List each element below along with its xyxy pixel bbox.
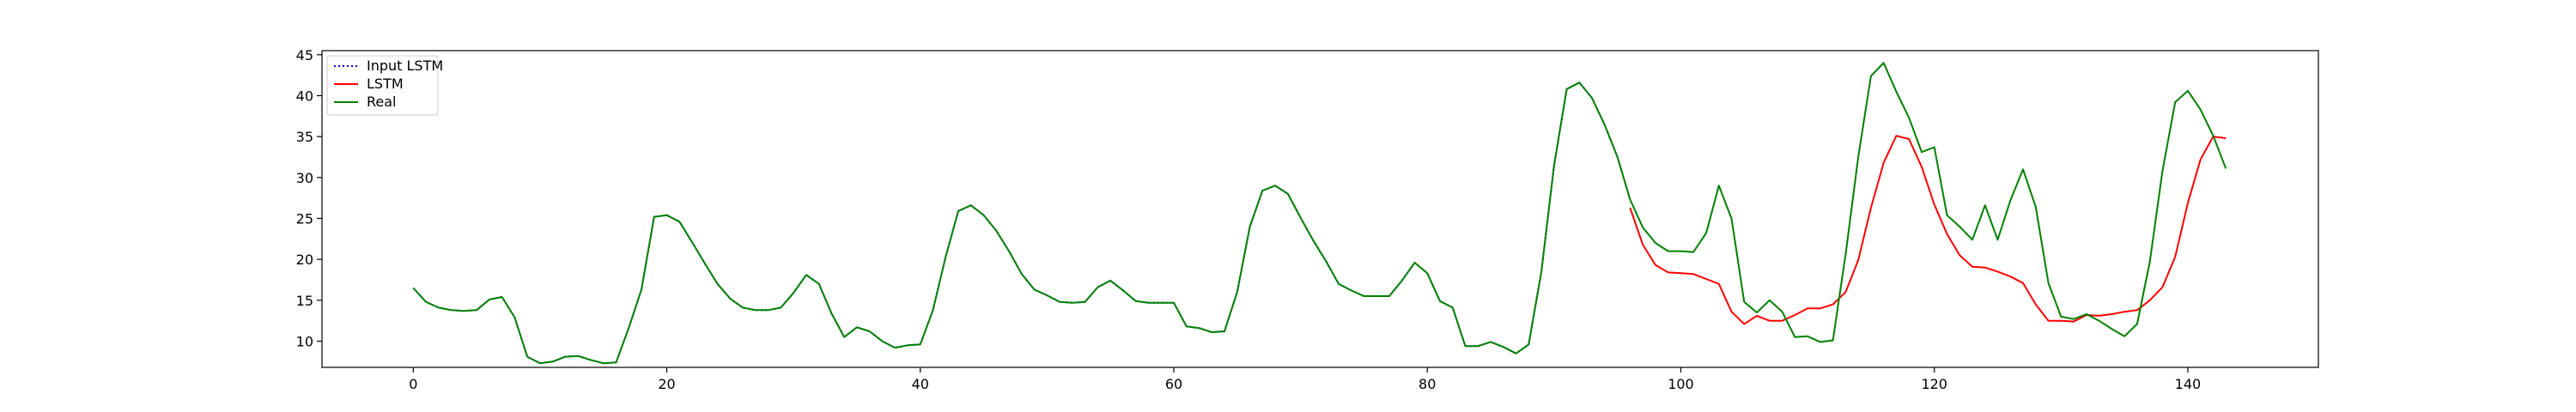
x-tick-label: 40 — [912, 376, 929, 392]
x-tick-label: 120 — [1921, 376, 1947, 392]
x-axis: 0 20 40 60 80 100 120 140 — [409, 367, 2201, 392]
y-tick-label: 30 — [296, 170, 313, 186]
x-tick-label: 80 — [1419, 376, 1436, 392]
y-tick-label: 40 — [296, 88, 313, 104]
legend-real-label: Real — [367, 94, 397, 110]
x-tick-label: 100 — [1668, 376, 1694, 392]
axes-frame — [321, 50, 2319, 368]
series-line-real — [412, 62, 2227, 365]
x-tick-label: 20 — [658, 376, 675, 392]
y-tick-label: 15 — [296, 293, 313, 309]
x-tick-label: 140 — [2175, 376, 2202, 392]
y-tick-label: 35 — [296, 129, 313, 145]
plot-area — [322, 51, 2318, 367]
legend-lstm-label: LSTM — [367, 76, 404, 92]
y-axis: 10 15 20 25 30 35 40 45 — [296, 47, 322, 349]
x-tick-label: 0 — [409, 376, 417, 392]
y-tick-label: 10 — [296, 333, 313, 349]
y-tick-label: 45 — [296, 47, 313, 64]
y-tick-label: 20 — [296, 251, 313, 268]
legend-box — [326, 55, 439, 116]
legend: Input LSTM LSTM Real — [326, 55, 443, 116]
legend-input-lstm-label: Input LSTM — [367, 58, 443, 74]
y-tick-label: 25 — [296, 210, 313, 227]
x-tick-label: 60 — [1165, 376, 1182, 392]
series-layer — [412, 62, 2227, 365]
series-line-lstm — [1629, 135, 2227, 325]
